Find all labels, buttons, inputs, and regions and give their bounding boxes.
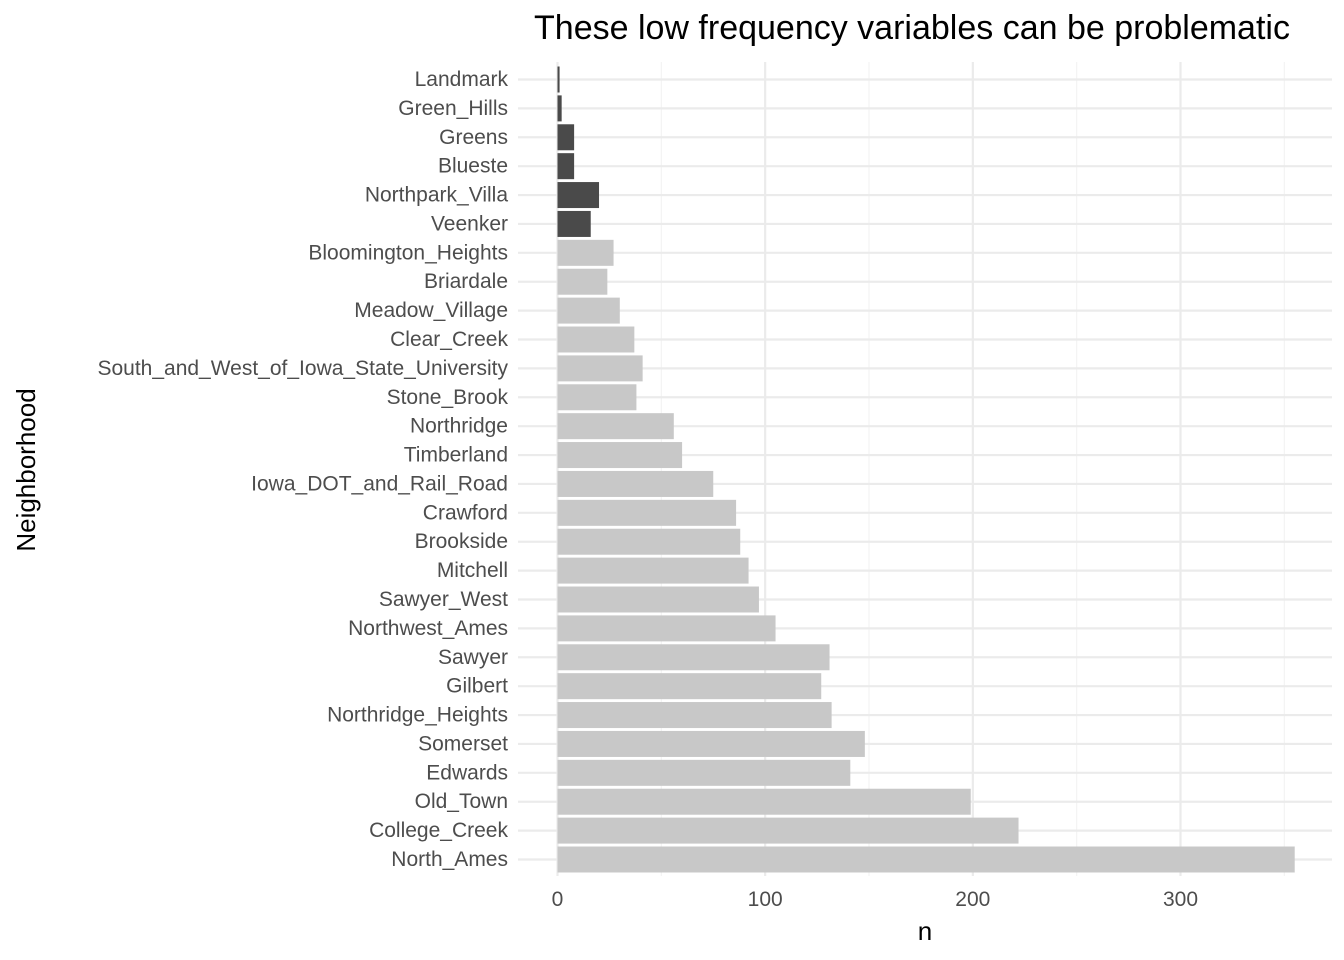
bar [557,557,749,584]
y-tick-label: Sawyer_West [379,588,508,611]
y-tick-label: Edwards [426,761,508,784]
bar [557,730,865,757]
bar [557,442,683,469]
bar [557,702,832,729]
bars [557,66,1295,873]
bar [557,470,714,497]
y-tick-label: Sawyer [438,646,508,669]
y-tick-label: Old_Town [415,790,508,813]
bar [557,384,637,411]
bar [557,355,643,382]
y-tick-label: Briardale [424,270,508,293]
y-axis-title: Neighborhood [11,388,41,551]
x-axis-tick-labels: 0 100 200 300 [552,888,1198,911]
bar [557,846,1295,873]
x-tick-label: 0 [552,888,564,911]
bar [557,182,600,209]
y-tick-label: Greens [439,126,508,149]
bar [557,586,759,613]
x-tick-label: 100 [748,888,783,911]
chart-title: These low frequency variables can be pro… [534,9,1290,47]
y-tick-label: Meadow_Village [354,299,508,322]
grid-lines [518,62,1332,876]
y-tick-label: Timberland [404,444,508,467]
bar [557,528,741,555]
bar [557,210,591,237]
y-tick-label: Iowa_DOT_and_Rail_Road [251,472,508,495]
y-axis-tick-labels: Landmark Green_Hills Greens Blueste Northpar… [97,68,508,871]
y-tick-label: Stone_Brook [387,386,509,409]
y-tick-label: Mitchell [437,559,508,582]
y-tick-label: Northwest_Ames [348,617,508,640]
x-tick-label: 300 [1163,888,1198,911]
bar [557,817,1019,844]
y-tick-label: Gilbert [446,675,508,698]
y-tick-label: Veenker [431,212,508,235]
y-tick-label: Northridge [410,415,508,438]
y-tick-label: Brookside [415,530,508,553]
bar [557,153,575,180]
y-tick-label: Somerset [418,732,508,755]
bar [557,95,562,122]
bar [557,297,620,324]
bar [557,326,635,353]
bar [557,673,822,700]
y-tick-label: Clear_Creek [390,328,508,351]
y-tick-label: Green_Hills [398,97,508,120]
y-tick-label: College_Creek [369,819,508,842]
y-tick-label: Landmark [415,68,509,91]
x-axis-title: n [918,916,932,946]
bar [557,66,560,93]
bar [557,759,851,786]
x-tick-label: 200 [955,888,990,911]
bar [557,124,575,151]
y-tick-label: Northpark_Villa [365,184,509,207]
y-tick-label: South_and_West_of_Iowa_State_University [97,357,508,380]
bar [557,499,737,526]
y-tick-label: Crawford [423,501,508,524]
bar [557,239,614,266]
y-tick-label: Blueste [438,155,508,178]
bar [557,615,776,642]
bar [557,644,830,671]
y-tick-label: Bloomington_Heights [308,241,508,264]
y-tick-label: Northridge_Heights [327,704,508,727]
y-tick-label: North_Ames [391,848,508,871]
bar [557,788,971,815]
bar [557,413,674,440]
bar [557,268,608,295]
